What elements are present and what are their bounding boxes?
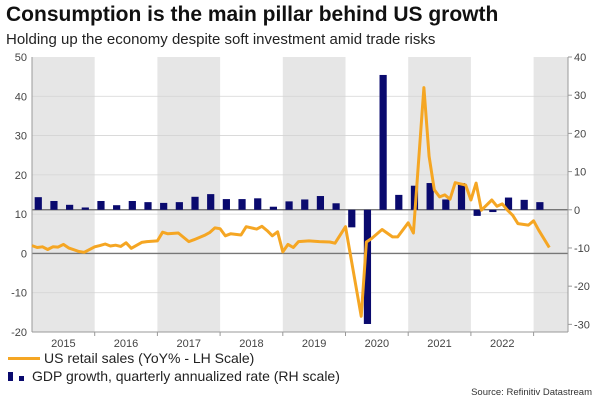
gdp-bar	[316, 196, 325, 210]
gdp-bar	[238, 199, 246, 210]
right-tick-label: 0	[574, 205, 580, 217]
x-tick-label: 2017	[177, 338, 201, 350]
x-tick-label: 2022	[490, 338, 514, 350]
gdp-bar	[81, 207, 89, 210]
x-tick-label: 2019	[302, 338, 326, 350]
gdp-bar	[457, 183, 466, 210]
left-tick-label: -10	[11, 288, 27, 300]
left-tick-label: 10	[15, 209, 27, 221]
gdp-bar	[144, 202, 152, 210]
legend-label: US retail sales (YoY% - LH Scale)	[44, 350, 255, 366]
gdp-bar	[379, 74, 387, 210]
left-tick-label: 30	[15, 131, 27, 143]
gdp-bar	[34, 197, 42, 210]
gdp-bar	[66, 204, 74, 210]
left-tick-label: 50	[15, 52, 27, 64]
gdp-bar	[207, 194, 215, 210]
gdp-bar	[50, 200, 58, 210]
gdp-bar	[332, 203, 340, 210]
year-band	[32, 57, 95, 332]
legend-line-swatch	[8, 356, 40, 360]
gdp-bar	[269, 206, 277, 210]
gdp-bar	[128, 200, 136, 210]
gdp-bar	[504, 197, 513, 210]
gdp-bar	[473, 209, 481, 216]
right-tick-label: 30	[574, 90, 586, 102]
gdp-bar	[222, 199, 230, 210]
legend-item-gdp: GDP growth, quarterly annualized rate (R…	[8, 368, 340, 384]
right-tick-label: 10	[574, 167, 586, 179]
gdp-bar	[254, 198, 262, 210]
gdp-bar	[426, 183, 434, 210]
x-tick-label: 2020	[365, 338, 389, 350]
x-tick-label: 2015	[51, 338, 75, 350]
left-tick-label: 20	[15, 170, 27, 182]
x-tick-label: 2021	[427, 338, 451, 350]
retail-sales-line	[31, 86, 551, 318]
x-tick-label: 2016	[114, 338, 138, 350]
legend-label: GDP growth, quarterly annualized rate (R…	[32, 368, 340, 384]
right-tick-label: -20	[574, 281, 590, 293]
gdp-bar	[395, 194, 403, 210]
year-band	[533, 57, 568, 332]
gdp-bar	[285, 201, 293, 210]
left-tick-label: 0	[21, 248, 27, 260]
gdp-bar	[113, 205, 121, 210]
gdp-bar	[97, 200, 105, 210]
right-tick-label: 40	[574, 52, 586, 64]
chart-title: Consumption is the main pillar behind US…	[6, 3, 499, 26]
gdp-bar	[363, 209, 372, 324]
year-band	[282, 57, 346, 332]
gdp-bar	[191, 196, 199, 210]
legend-item-retail: US retail sales (YoY% - LH Scale)	[8, 350, 254, 366]
source-note: Source: Refinitiv Datastream	[471, 387, 592, 398]
right-tick-label: 20	[574, 128, 586, 140]
chart-subtitle: Holding up the economy despite soft inve…	[6, 31, 436, 48]
right-tick-label: -10	[574, 243, 590, 255]
gdp-bar	[301, 199, 309, 210]
gdp-bar	[160, 202, 168, 210]
gdp-bar	[520, 199, 528, 210]
gdp-bar	[489, 209, 497, 213]
left-tick-label: -20	[11, 327, 27, 339]
right-tick-label: -30	[574, 319, 590, 331]
legend-bar-swatch	[8, 371, 13, 381]
gdp-bar	[536, 202, 544, 210]
legend-bar-swatch	[19, 375, 24, 381]
gdp-bar	[175, 202, 183, 210]
x-tick-label: 2018	[239, 338, 263, 350]
left-tick-label: 40	[15, 91, 27, 103]
gdp-bar	[442, 199, 450, 210]
gdp-bar	[348, 209, 356, 228]
